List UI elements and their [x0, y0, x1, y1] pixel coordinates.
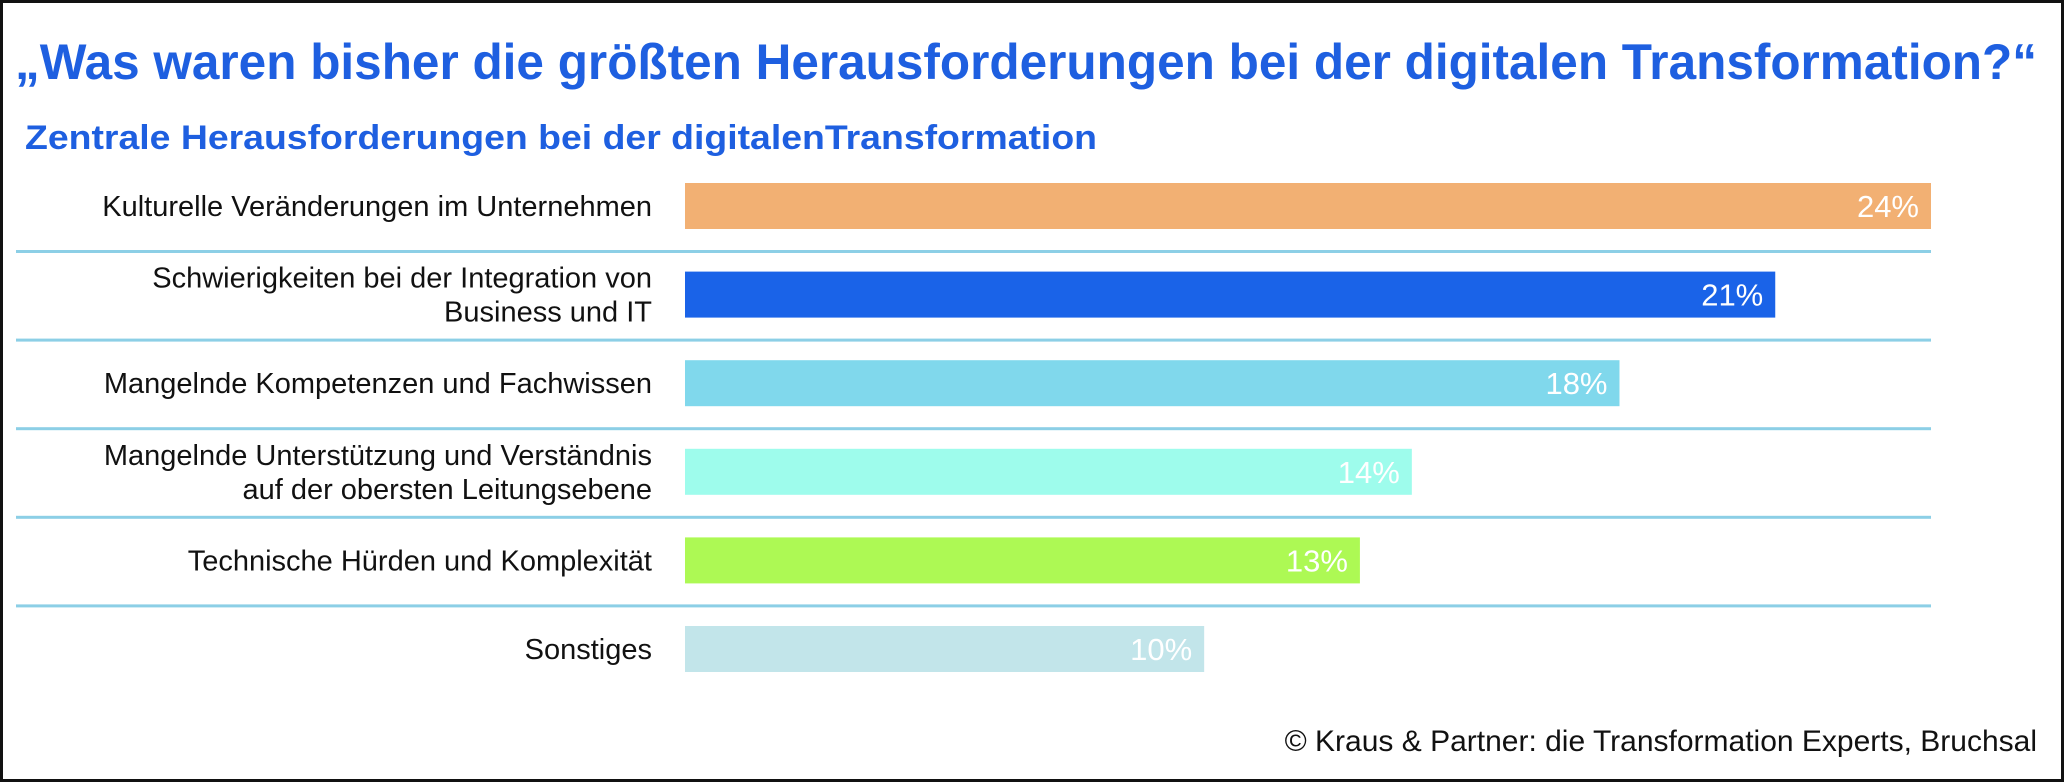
- category-label: Business und IT: [444, 297, 652, 329]
- value-label: 21%: [1701, 278, 1763, 313]
- value-label: 18%: [1545, 366, 1607, 401]
- bar: [685, 360, 1620, 407]
- bar: [685, 448, 1412, 495]
- row-separator: [16, 604, 1931, 608]
- row-separator: [16, 427, 1931, 431]
- bar: [685, 537, 1360, 584]
- row-separator: [16, 338, 1931, 342]
- chart-title: Zentrale Herausforderungen bei der digit…: [25, 119, 1097, 157]
- value-label: 13%: [1286, 543, 1348, 578]
- row-separator: [16, 250, 1931, 253]
- category-label: Mangelnde Kompetenzen und Fachwissen: [104, 368, 652, 400]
- category-label: Mangelnde Unterstützung und Verständnis: [104, 440, 652, 472]
- copyright-footer: © Kraus & Partner: die Transformation Ex…: [1285, 725, 2037, 758]
- row-separator: [16, 515, 1931, 519]
- bar-chart: „Was waren bisher die größten Herausford…: [15, 34, 2037, 758]
- category-label: Kulturelle Veränderungen im Unternehmen: [102, 191, 652, 223]
- value-label: 24%: [1857, 189, 1919, 224]
- value-label: 10%: [1130, 632, 1192, 667]
- category-label: Technische Hürden und Komplexität: [188, 545, 652, 577]
- category-label: Schwierigkeiten bei der Integration von: [152, 263, 652, 295]
- category-label: auf der obersten Leitungsebene: [242, 474, 652, 506]
- category-label: Sonstiges: [525, 634, 652, 666]
- page-title: „Was waren bisher die größten Herausford…: [15, 34, 2037, 90]
- bar: [685, 626, 1205, 672]
- bar: [685, 183, 1931, 229]
- bar: [685, 271, 1776, 318]
- value-label: 14%: [1338, 455, 1400, 490]
